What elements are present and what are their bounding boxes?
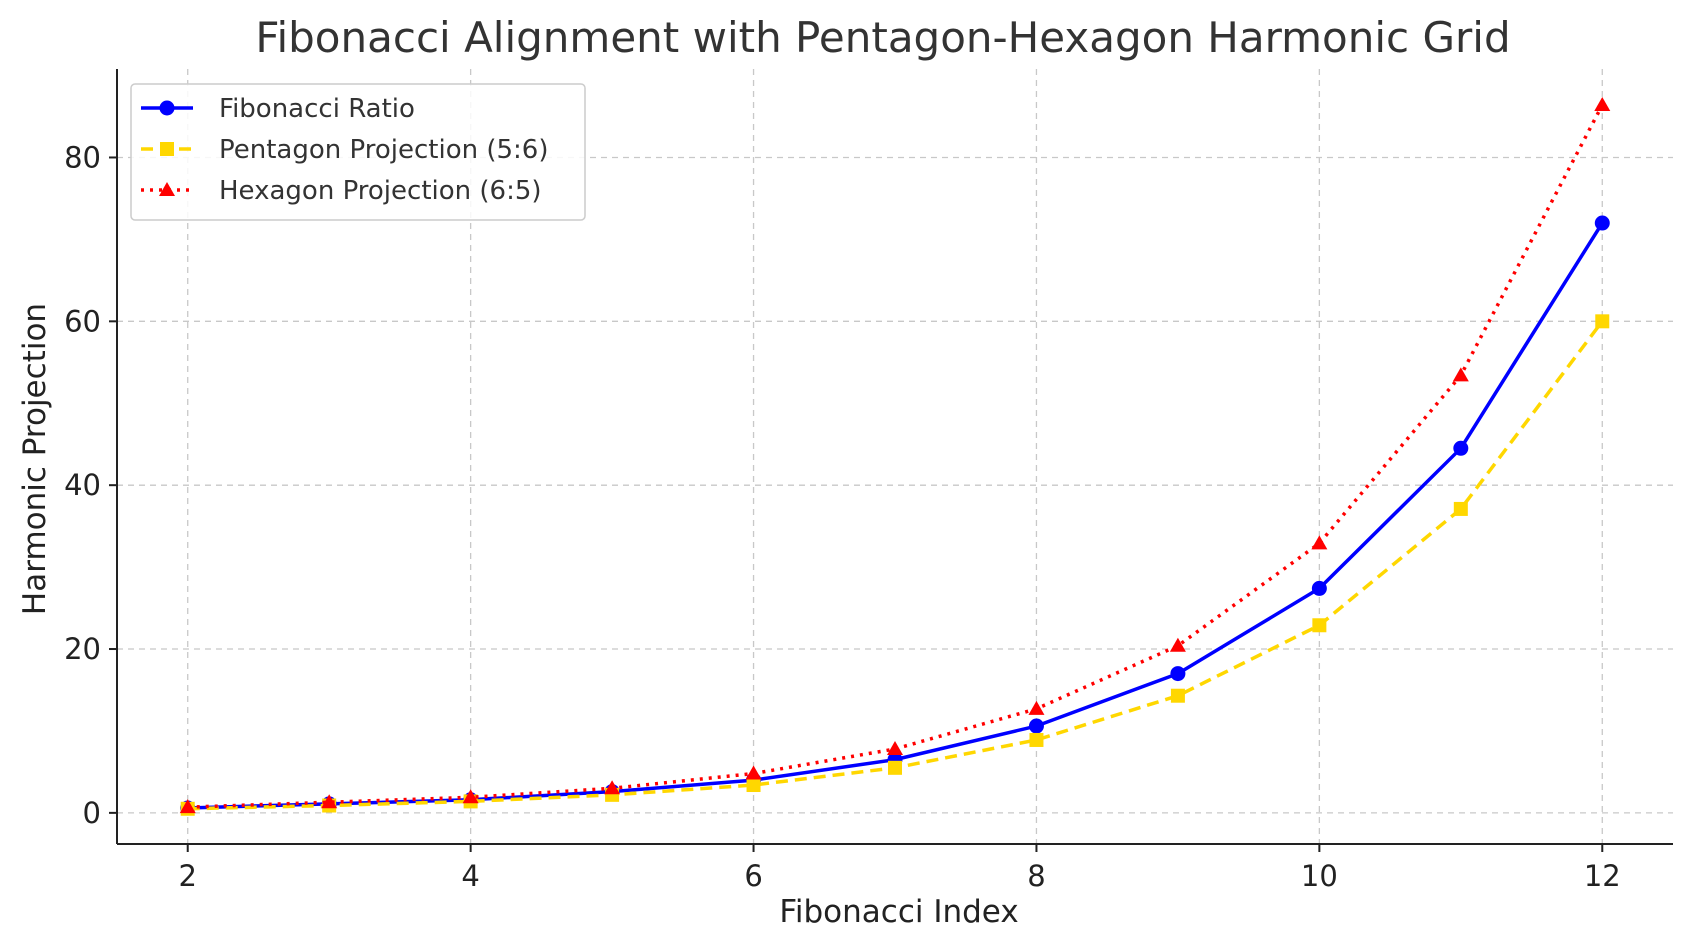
data-point xyxy=(746,778,761,793)
legend-label: Pentagon Projection (5:6) xyxy=(219,135,548,165)
data-point xyxy=(888,760,902,775)
legend: Fibonacci Ratio Pentagon Projection (5:6)… xyxy=(130,83,586,221)
series-1 xyxy=(180,215,1610,816)
legend-item: Fibonacci Ratio xyxy=(141,94,415,124)
data-point xyxy=(1594,215,1610,231)
axes: 2 4 6 8 10 12 0 20 40 60 80 xyxy=(64,69,1673,893)
x-tick-label: 10 xyxy=(1301,859,1338,893)
data-point xyxy=(321,794,338,809)
data-point xyxy=(1312,618,1327,633)
data-point xyxy=(1170,666,1186,682)
y-tick-label: 0 xyxy=(83,796,101,830)
x-tick-label: 12 xyxy=(1584,859,1621,893)
data-point xyxy=(745,765,762,780)
data-point xyxy=(1029,732,1044,747)
x-tick-label: 6 xyxy=(744,859,762,893)
y-tick-label: 20 xyxy=(64,632,101,666)
data-point xyxy=(1595,314,1610,329)
data-point xyxy=(1594,97,1611,112)
y-axis-label: Harmonic Projection xyxy=(17,303,53,615)
data-point xyxy=(1453,440,1469,456)
series-line xyxy=(187,320,1604,811)
data-point xyxy=(1453,501,1468,516)
data-point xyxy=(1311,580,1327,596)
series-2 xyxy=(180,314,1610,816)
legend-marker xyxy=(159,182,175,196)
data-point xyxy=(1170,688,1185,703)
legend-box xyxy=(130,83,586,221)
legend-label: Hexagon Projection (6:5) xyxy=(219,176,542,206)
series-line xyxy=(187,104,1604,809)
chart-title: Fibonacci Alignment with Pentagon-Hexago… xyxy=(255,13,1510,62)
legend-marker xyxy=(159,100,175,116)
series-3 xyxy=(179,97,1611,814)
plot-area xyxy=(179,97,1611,816)
grid xyxy=(117,69,1673,844)
data-point xyxy=(179,799,196,814)
data-point xyxy=(1169,637,1186,652)
y-tick-label: 40 xyxy=(64,468,101,502)
data-point xyxy=(1452,367,1469,382)
legend-label: Fibonacci Ratio xyxy=(219,94,415,124)
legend-item: Pentagon Projection (5:6) xyxy=(141,135,548,165)
x-tick-label: 2 xyxy=(179,859,197,893)
data-point xyxy=(887,740,903,755)
data-point xyxy=(1311,535,1328,550)
data-point xyxy=(1028,718,1044,734)
y-tick-label: 80 xyxy=(64,140,101,174)
x-tick-label: 8 xyxy=(1027,859,1045,893)
x-tick-label: 4 xyxy=(461,859,479,893)
data-point xyxy=(604,780,621,795)
series-line xyxy=(187,222,1604,810)
y-tick-label: 60 xyxy=(64,304,101,338)
legend-item: Hexagon Projection (6:5) xyxy=(141,176,542,206)
data-point xyxy=(462,789,479,804)
data-point xyxy=(1028,700,1045,715)
x-axis-label: Fibonacci Index xyxy=(779,894,1018,930)
legend-marker xyxy=(160,142,174,156)
